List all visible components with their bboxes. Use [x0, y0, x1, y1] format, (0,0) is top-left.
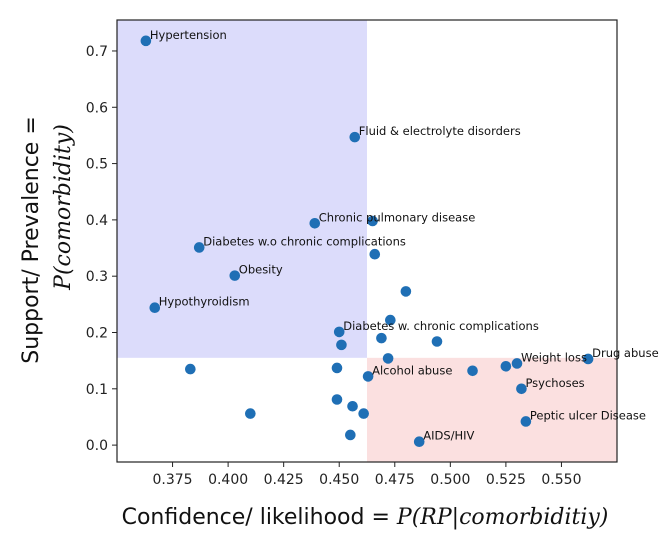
data-point: [345, 429, 356, 441]
x-tick-label: 0.450: [319, 472, 359, 488]
data-point: [431, 336, 443, 347]
data-point: [520, 416, 532, 427]
data-point: [582, 353, 594, 365]
data-point: [309, 217, 321, 229]
point-label: Chronic pulmonary disease: [319, 210, 476, 224]
x-axis-ticks: 0.375 0.400 0.425 0.450 0.475 0.500 0.525 0.550: [153, 462, 581, 488]
data-point: [245, 408, 256, 419]
point-label: Diabetes w. chronic complications: [343, 319, 539, 333]
data-point: [376, 332, 387, 344]
y-axis-title-formula: P(comorbidity): [51, 124, 76, 291]
x-tick-label: 0.475: [375, 472, 415, 488]
x-tick-label: 0.375: [153, 472, 193, 488]
data-point: [336, 339, 347, 351]
y-tick-label: 0.4: [86, 213, 108, 229]
data-point: [331, 394, 343, 405]
data-point: [467, 365, 478, 377]
plot-frame: [116, 19, 618, 463]
y-tick-label: 0.5: [86, 157, 108, 173]
point-label: Hypertension: [150, 28, 227, 42]
point-label: Alcohol abuse: [372, 363, 452, 377]
point-label: Peptic ulcer Disease: [530, 408, 646, 422]
point-label: Diabetes w.o chronic complications: [203, 234, 406, 248]
point-label: Drug abuse: [592, 346, 659, 360]
x-axis-title: Confidence/ likelihood = P(RP|comorbidit…: [122, 505, 609, 530]
x-tick-label: 0.500: [430, 472, 470, 488]
point-label: Fluid & electrolyte disorders: [359, 124, 521, 138]
point-label: AIDS/HIV: [423, 429, 474, 443]
data-point: [385, 314, 396, 326]
high-prevalence-region: [117, 20, 367, 358]
data-point: [369, 248, 381, 260]
x-tick-label: 0.525: [486, 472, 526, 488]
high-likelihood-region: [367, 357, 617, 462]
data-point: [516, 383, 527, 395]
data-point: [149, 302, 161, 314]
y-tick-label: 0.6: [86, 100, 108, 116]
data-point: [382, 353, 394, 364]
data-point: [367, 215, 378, 227]
y-tick-label: 0.7: [86, 44, 108, 60]
point-label: Hypothyroidism: [159, 295, 250, 309]
data-point: [413, 436, 425, 448]
data-point: [500, 360, 512, 372]
x-axis-title-text: Confidence/ likelihood =: [122, 505, 397, 530]
data-point: [229, 270, 241, 281]
point-annotations: Hypertension Fluid & electrolyte disorder…: [150, 28, 659, 443]
y-tick-label: 0.3: [86, 269, 108, 285]
data-points: [140, 35, 594, 448]
x-tick-label: 0.425: [264, 472, 304, 488]
data-point: [347, 400, 358, 412]
point-label: Weight loss: [521, 350, 587, 364]
y-axis-ticks: 0.0 0.1 0.2 0.3 0.4 0.5 0.6 0.7: [86, 44, 117, 454]
y-axis-title-line1: Support/ Prevalence =: [19, 116, 44, 364]
data-point: [362, 371, 374, 382]
point-label: Obesity: [239, 263, 283, 277]
y-tick-label: 0.1: [86, 382, 108, 398]
data-point: [333, 326, 345, 338]
data-point: [193, 242, 205, 253]
data-point: [331, 362, 343, 374]
shaded-regions: [117, 20, 617, 462]
y-tick-label: 0.0: [86, 438, 108, 454]
x-axis-title-formula: P(RP|comorbiditiy): [396, 505, 608, 530]
data-point: [185, 363, 196, 375]
point-label: Psychoses: [525, 376, 584, 390]
x-tick-label: 0.400: [208, 472, 248, 488]
data-point: [511, 358, 523, 369]
x-tick-label: 0.550: [541, 472, 581, 488]
data-point: [400, 286, 412, 297]
data-point: [358, 408, 369, 419]
data-point: [349, 131, 361, 143]
y-tick-label: 0.2: [86, 325, 108, 341]
data-point: [140, 35, 152, 47]
